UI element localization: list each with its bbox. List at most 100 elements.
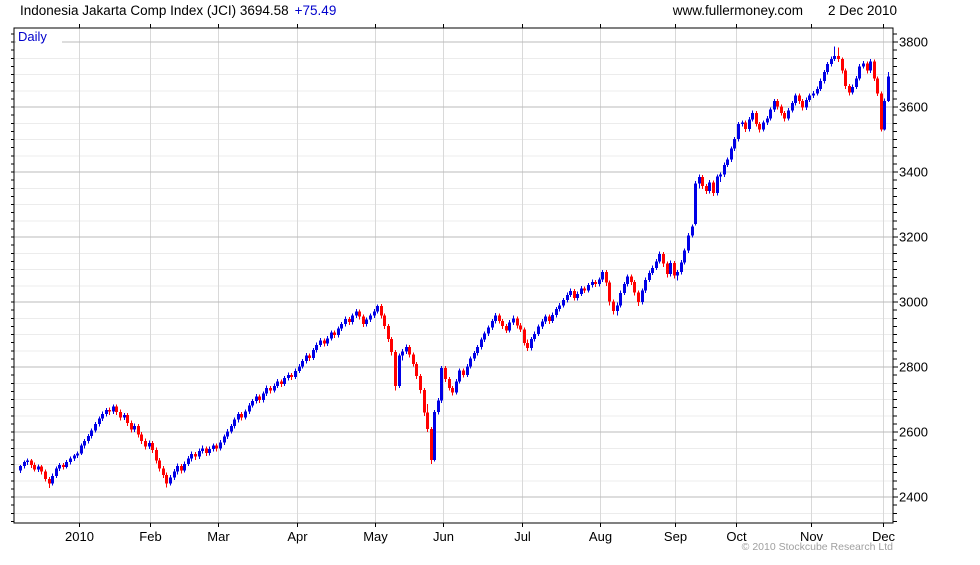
candle-up [826, 64, 829, 73]
candle-up [169, 477, 172, 484]
candle-up [51, 475, 54, 484]
candle-down [44, 471, 47, 480]
candle-down [662, 253, 665, 264]
candle-up [883, 100, 886, 130]
candle-up [791, 103, 794, 111]
candle-down [394, 352, 397, 386]
candle-down [701, 176, 704, 186]
candle-up [262, 393, 265, 401]
candle-up [830, 58, 833, 65]
candle-up [819, 81, 822, 89]
x-axis-month-label: May [363, 529, 388, 544]
candle-up [476, 347, 479, 354]
candle-up [355, 311, 358, 316]
candle-up [491, 321, 494, 328]
candle-up [305, 355, 308, 362]
candle-up [123, 415, 126, 418]
candle-up [655, 261, 658, 268]
candle-down [419, 376, 422, 391]
candle-down [180, 466, 183, 471]
candle-down [308, 355, 311, 358]
candle-down [62, 465, 65, 468]
x-axis-month-label: Sep [664, 529, 687, 544]
candle-up [55, 468, 58, 476]
candle-up [708, 182, 711, 192]
candle-up [301, 361, 304, 367]
candle-up [698, 176, 701, 184]
candle-down [780, 106, 783, 113]
candle-down [776, 101, 779, 107]
chart-title: Indonesia Jakarta Comp Index (JCI) 3694.… [20, 3, 336, 18]
candle-up [694, 183, 697, 224]
candle-up [741, 122, 744, 125]
candle-up [230, 426, 233, 432]
candle-down [48, 479, 51, 484]
daily-label-backdrop [16, 29, 62, 44]
candle-down [390, 339, 393, 353]
candle-down [451, 387, 454, 393]
candle-up [187, 458, 190, 464]
candle-up [101, 413, 104, 419]
candle-up [576, 293, 579, 299]
candle-down [33, 465, 36, 470]
x-axis-month-label: Dec [872, 529, 896, 544]
candle-down [115, 406, 118, 412]
candle-down [126, 415, 129, 423]
candle-up [212, 445, 215, 449]
candle-up [580, 288, 583, 294]
candle-up [105, 409, 108, 414]
candle-up [294, 370, 297, 377]
candle-up [94, 423, 97, 431]
candle-up [76, 453, 79, 456]
candle-down [608, 282, 611, 302]
candle-up [26, 460, 29, 462]
candle-down [844, 70, 847, 86]
y-axis-price-label: 2400 [899, 490, 928, 505]
candle-up [716, 176, 719, 194]
candle-up [787, 110, 790, 119]
candle-up [226, 431, 229, 437]
candle-up [233, 419, 236, 427]
candle-up [223, 436, 226, 443]
candle-up [351, 315, 354, 323]
candle-up [766, 118, 769, 123]
candle-up [365, 319, 368, 325]
x-axis-month-label: Mar [207, 529, 230, 544]
candle-up [719, 174, 722, 177]
candle-up [530, 339, 533, 349]
candle-up [298, 366, 301, 371]
candle-up [398, 355, 401, 386]
candle-up [255, 396, 258, 402]
candle-up [544, 316, 547, 322]
candle-up [541, 321, 544, 327]
candle-down [205, 448, 208, 454]
candle-up [273, 385, 276, 391]
candle-down [383, 315, 386, 327]
candle-up [641, 290, 644, 302]
candle-down [140, 434, 143, 442]
candle-up [437, 400, 440, 413]
candle-up [469, 358, 472, 367]
candle-down [462, 370, 465, 375]
candle-up [598, 279, 601, 285]
candle-down [358, 311, 361, 317]
candle-down [215, 445, 218, 449]
candle-up [794, 95, 797, 104]
candle-up [816, 88, 819, 94]
candle-up [80, 445, 83, 454]
candle-up [533, 333, 536, 340]
candle-down [269, 387, 272, 391]
candle-up [219, 442, 222, 449]
candle-up [87, 435, 90, 442]
candle-down [612, 301, 615, 312]
candle-up [587, 285, 590, 291]
candle-down [605, 272, 608, 283]
candle-down [119, 411, 122, 418]
candle-up [198, 450, 201, 457]
x-axis-labels: 2010 Feb Mar Apr May Jun Jul Aug Sep Oct Nov Dec [65, 529, 896, 544]
candle-up [862, 63, 865, 67]
candle-up [405, 346, 408, 352]
candle-up [508, 322, 511, 331]
candle-up [537, 326, 540, 334]
candle-up [869, 61, 872, 71]
